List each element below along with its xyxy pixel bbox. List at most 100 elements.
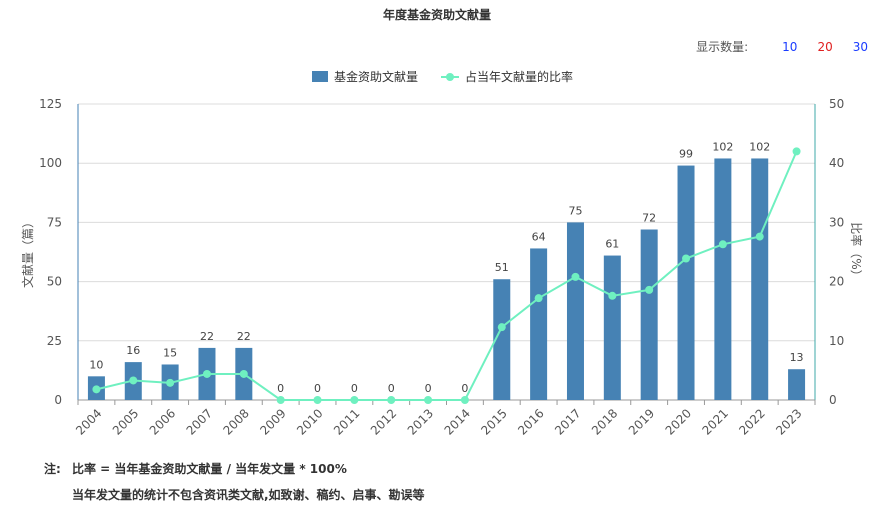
x-tick-label: 2014 [442, 406, 473, 437]
line-series [92, 147, 801, 404]
x-tick-label: 2007 [184, 406, 215, 437]
ratio-point[interactable] [166, 378, 175, 387]
chart-title: 年度基金资助文献量 [382, 8, 491, 22]
bar[interactable] [640, 229, 658, 400]
bar[interactable] [751, 158, 769, 400]
ratio-point[interactable] [755, 232, 764, 241]
y2-tick-label: 50 [829, 97, 844, 111]
bar-value-label: 0 [461, 382, 468, 395]
y2-tick-label: 10 [829, 334, 844, 348]
bar-value-label: 0 [351, 382, 358, 395]
bar[interactable] [566, 222, 584, 400]
legend-bar-label[interactable]: 基金资助文献量 [334, 69, 418, 84]
ratio-point[interactable] [276, 396, 285, 404]
ratio-point[interactable] [497, 323, 506, 332]
x-tick-label: 2005 [110, 406, 141, 437]
x-tick-label: 2022 [736, 406, 767, 437]
bar[interactable] [788, 369, 806, 400]
x-tick-label: 2013 [405, 406, 436, 437]
x-tick-label: 2008 [220, 406, 251, 437]
legend-line-label[interactable]: 占当年文献量的比率 [465, 69, 573, 84]
data-labels: 10 16 15 22 22 0 0 0 0 0 0 51 64 75 61 72 99 102 102 13 [89, 140, 803, 395]
count-option-30[interactable]: 30 [852, 39, 868, 54]
y-tick-label: 75 [47, 215, 62, 229]
ratio-point[interactable] [682, 254, 691, 263]
ratio-point[interactable] [571, 272, 580, 281]
y2-tick-label: 30 [829, 215, 844, 229]
x-tick-label: 2018 [589, 406, 620, 437]
y-tick-label: 0 [54, 393, 62, 407]
bar-value-label: 61 [605, 238, 619, 251]
bar[interactable] [714, 158, 732, 400]
x-tick-label: 2006 [147, 406, 178, 437]
chart-notes: 注: 比率 = 当年基金资助文献量 / 当年发文量 * 100% 当年发文量的统… [44, 460, 425, 503]
x-tick-label: 2019 [626, 406, 657, 437]
bar-value-label: 0 [425, 382, 432, 395]
bar[interactable] [530, 248, 548, 400]
x-tick-label: 2021 [699, 406, 730, 437]
bar-value-label: 10 [89, 358, 103, 371]
bar-value-label: 15 [163, 346, 177, 359]
bar-value-label: 13 [790, 351, 804, 364]
bar-value-label: 0 [277, 382, 284, 395]
legend: 基金资助文献量 占当年文献量的比率 [312, 69, 573, 84]
bar-value-label: 51 [495, 261, 509, 274]
bar[interactable] [677, 165, 695, 400]
x-tick-label: 2012 [368, 406, 399, 437]
x-tick-label: 2016 [515, 406, 546, 437]
ratio-point[interactable] [239, 369, 248, 378]
count-option-20[interactable]: 20 [817, 39, 833, 54]
grid-lines [78, 103, 815, 342]
ratio-point[interactable] [460, 396, 469, 404]
ratio-point[interactable] [92, 385, 101, 394]
x-tick-label: 2017 [552, 406, 583, 437]
y-tick-label: 125 [39, 97, 62, 111]
ratio-point[interactable] [792, 147, 801, 156]
note-exclusion: 当年发文量的统计不包含资讯类文献,如致谢、稿约、启事、勘误等 [72, 488, 425, 502]
bar-value-label: 0 [388, 382, 395, 395]
bar-series [87, 158, 806, 400]
x-tick-label: 2020 [663, 406, 694, 437]
bar-value-label: 0 [314, 382, 321, 395]
y2-tick-label: 20 [829, 275, 844, 289]
bar-value-label: 102 [749, 140, 770, 153]
ratio-point[interactable] [424, 396, 433, 404]
bar[interactable] [493, 279, 511, 400]
note-prefix: 注: [44, 462, 61, 476]
count-option-10[interactable]: 10 [782, 39, 798, 54]
ratio-point[interactable] [608, 291, 617, 300]
bar-value-label: 102 [712, 140, 733, 153]
x-tick-label: 2010 [294, 406, 325, 437]
bar-value-label: 16 [126, 344, 140, 357]
bar-value-label: 22 [200, 330, 214, 343]
legend-bar-swatch [312, 71, 328, 82]
y2-tick-label: 40 [829, 156, 844, 170]
bar-value-label: 75 [568, 204, 582, 217]
ratio-point[interactable] [313, 396, 322, 404]
y2-axis-title: 比率（%） [849, 222, 864, 281]
ratio-point[interactable] [202, 369, 211, 378]
x-tick-label: 2004 [73, 406, 104, 437]
y2-tick-label: 0 [829, 393, 837, 407]
legend-line-marker [446, 73, 454, 81]
bar-value-label: 99 [679, 148, 693, 161]
ratio-line [96, 150, 798, 401]
ratio-point[interactable] [534, 294, 543, 303]
bar-value-label: 72 [642, 212, 656, 225]
ratio-point[interactable] [129, 376, 138, 385]
note-ratio-formula: 比率 = 当年基金资助文献量 / 当年发文量 * 100% [72, 462, 347, 476]
ratio-point[interactable] [387, 396, 396, 404]
bar[interactable] [603, 255, 621, 400]
count-selector: 显示数量: 10 20 30 [696, 38, 868, 55]
ratio-point[interactable] [718, 240, 727, 249]
bar-value-label: 22 [237, 330, 251, 343]
y-tick-label: 100 [39, 156, 62, 170]
x-tick-label: 2011 [331, 406, 362, 437]
x-tick-label: 2023 [773, 406, 804, 437]
bar-value-label: 64 [532, 230, 546, 243]
ratio-point[interactable] [350, 396, 359, 404]
ratio-point[interactable] [645, 285, 654, 294]
count-selector-label: 显示数量: [696, 40, 749, 54]
x-tick-label: 2009 [257, 406, 288, 437]
